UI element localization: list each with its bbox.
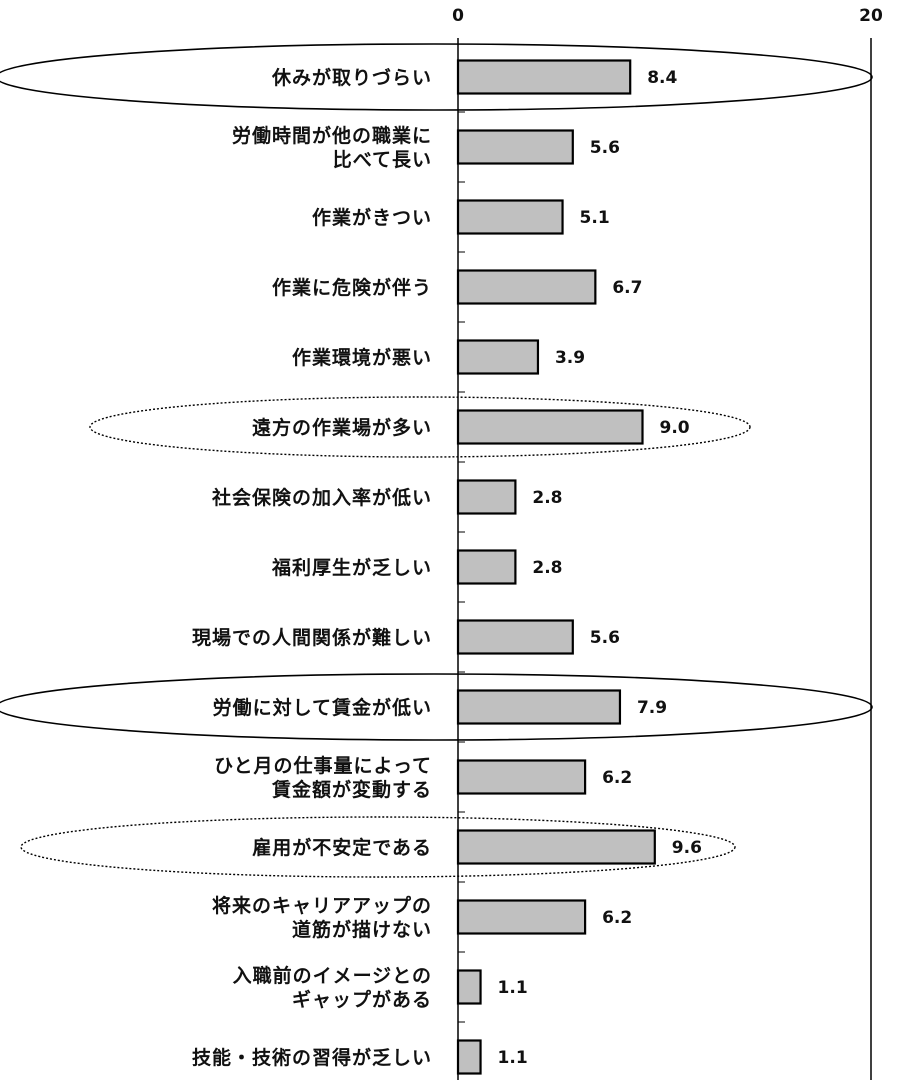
bar bbox=[456, 759, 587, 795]
bar bbox=[456, 199, 564, 235]
bar bbox=[456, 339, 540, 375]
bar bbox=[456, 619, 574, 655]
category-label: 道筋が描けない bbox=[292, 918, 432, 941]
value-label: 2.8 bbox=[532, 558, 562, 578]
value-label: 3.9 bbox=[555, 348, 585, 368]
value-label: 6.2 bbox=[602, 768, 632, 788]
value-label: 6.7 bbox=[612, 278, 642, 298]
category-label: 労働時間が他の職業に bbox=[232, 124, 432, 147]
highlight-ellipse bbox=[0, 43, 873, 111]
value-label: 6.2 bbox=[602, 908, 632, 928]
category-label: 現場での人間関係が難しい bbox=[192, 626, 432, 649]
bar bbox=[456, 269, 597, 305]
value-label: 8.4 bbox=[647, 68, 677, 88]
highlight-dotted-ellipse bbox=[20, 816, 736, 878]
x-tick-label: 20 bbox=[859, 6, 883, 26]
value-label: 9.0 bbox=[660, 418, 690, 438]
category-label: 作業がきつい bbox=[312, 206, 432, 229]
category-label: 雇用が不安定である bbox=[252, 836, 432, 859]
value-label: 5.6 bbox=[590, 138, 620, 158]
category-label: 福利厚生が乏しい bbox=[271, 556, 432, 579]
value-label: 5.1 bbox=[580, 208, 610, 228]
highlight-dotted-ellipse bbox=[89, 396, 751, 458]
category-label: 比べて長い bbox=[333, 149, 432, 171]
value-label: 1.1 bbox=[498, 1048, 528, 1068]
bar bbox=[456, 899, 587, 935]
bar bbox=[456, 409, 644, 445]
category-label: 将来のキャリアアップの bbox=[212, 894, 432, 917]
category-label: 作業環境が悪い bbox=[292, 346, 432, 369]
category-label: 遠方の作業場が多い bbox=[252, 416, 432, 439]
category-label: ひと月の仕事量によって bbox=[214, 754, 432, 777]
category-label: 社会保険の加入率が低い bbox=[211, 486, 432, 509]
bar bbox=[456, 549, 517, 585]
x-tick-label: 0 bbox=[452, 6, 464, 26]
value-label: 5.6 bbox=[590, 628, 620, 648]
category-label: ギャップがある bbox=[292, 988, 432, 1011]
value-label: 2.8 bbox=[532, 488, 562, 508]
bar bbox=[456, 129, 574, 165]
bar bbox=[456, 479, 517, 515]
bar bbox=[456, 59, 632, 95]
bar bbox=[456, 969, 482, 1005]
value-label: 7.9 bbox=[637, 698, 667, 718]
category-label: 労働に対して賃金が低い bbox=[213, 696, 432, 719]
category-label: 賃金額が変動する bbox=[271, 778, 432, 801]
value-label: 9.6 bbox=[672, 838, 702, 858]
category-label: 技能・技術の習得が乏しい bbox=[192, 1046, 432, 1069]
bar bbox=[456, 1039, 482, 1075]
category-label: 休みが取りづらい bbox=[271, 66, 432, 89]
value-label: 1.1 bbox=[498, 978, 528, 998]
category-label: 入職前のイメージとの bbox=[233, 964, 432, 987]
category-label: 作業に危険が伴う bbox=[272, 276, 432, 299]
bar bbox=[456, 689, 622, 725]
bar bbox=[456, 829, 656, 865]
highlight-ellipse bbox=[0, 673, 873, 741]
